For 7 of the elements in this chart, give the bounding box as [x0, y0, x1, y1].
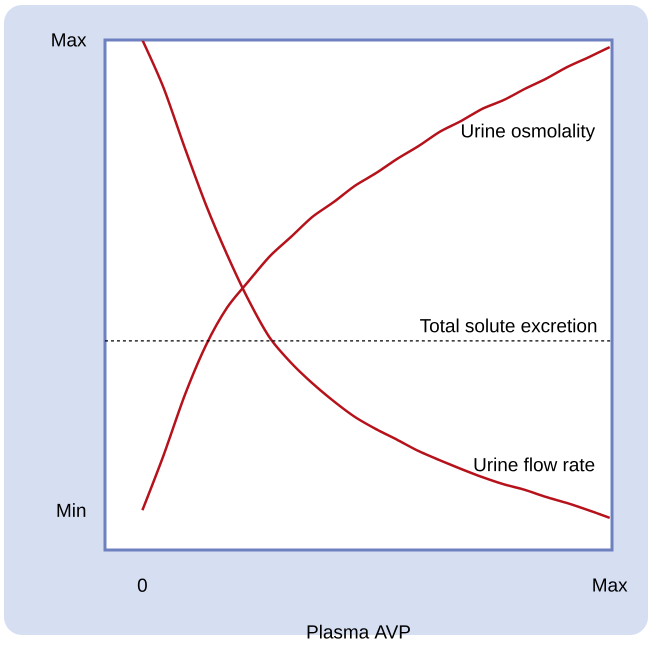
- series-label: Urine osmolality: [462, 124, 596, 142]
- series-label: Urine flow rate: [474, 457, 594, 472]
- x-axis-title: Plasma AVP: [308, 624, 410, 639]
- ref-line-label: Total solute excretion: [420, 318, 596, 332]
- x-tick-label: 0: [138, 578, 147, 592]
- text: Min: [58, 503, 86, 517]
- text: Max: [52, 33, 86, 47]
